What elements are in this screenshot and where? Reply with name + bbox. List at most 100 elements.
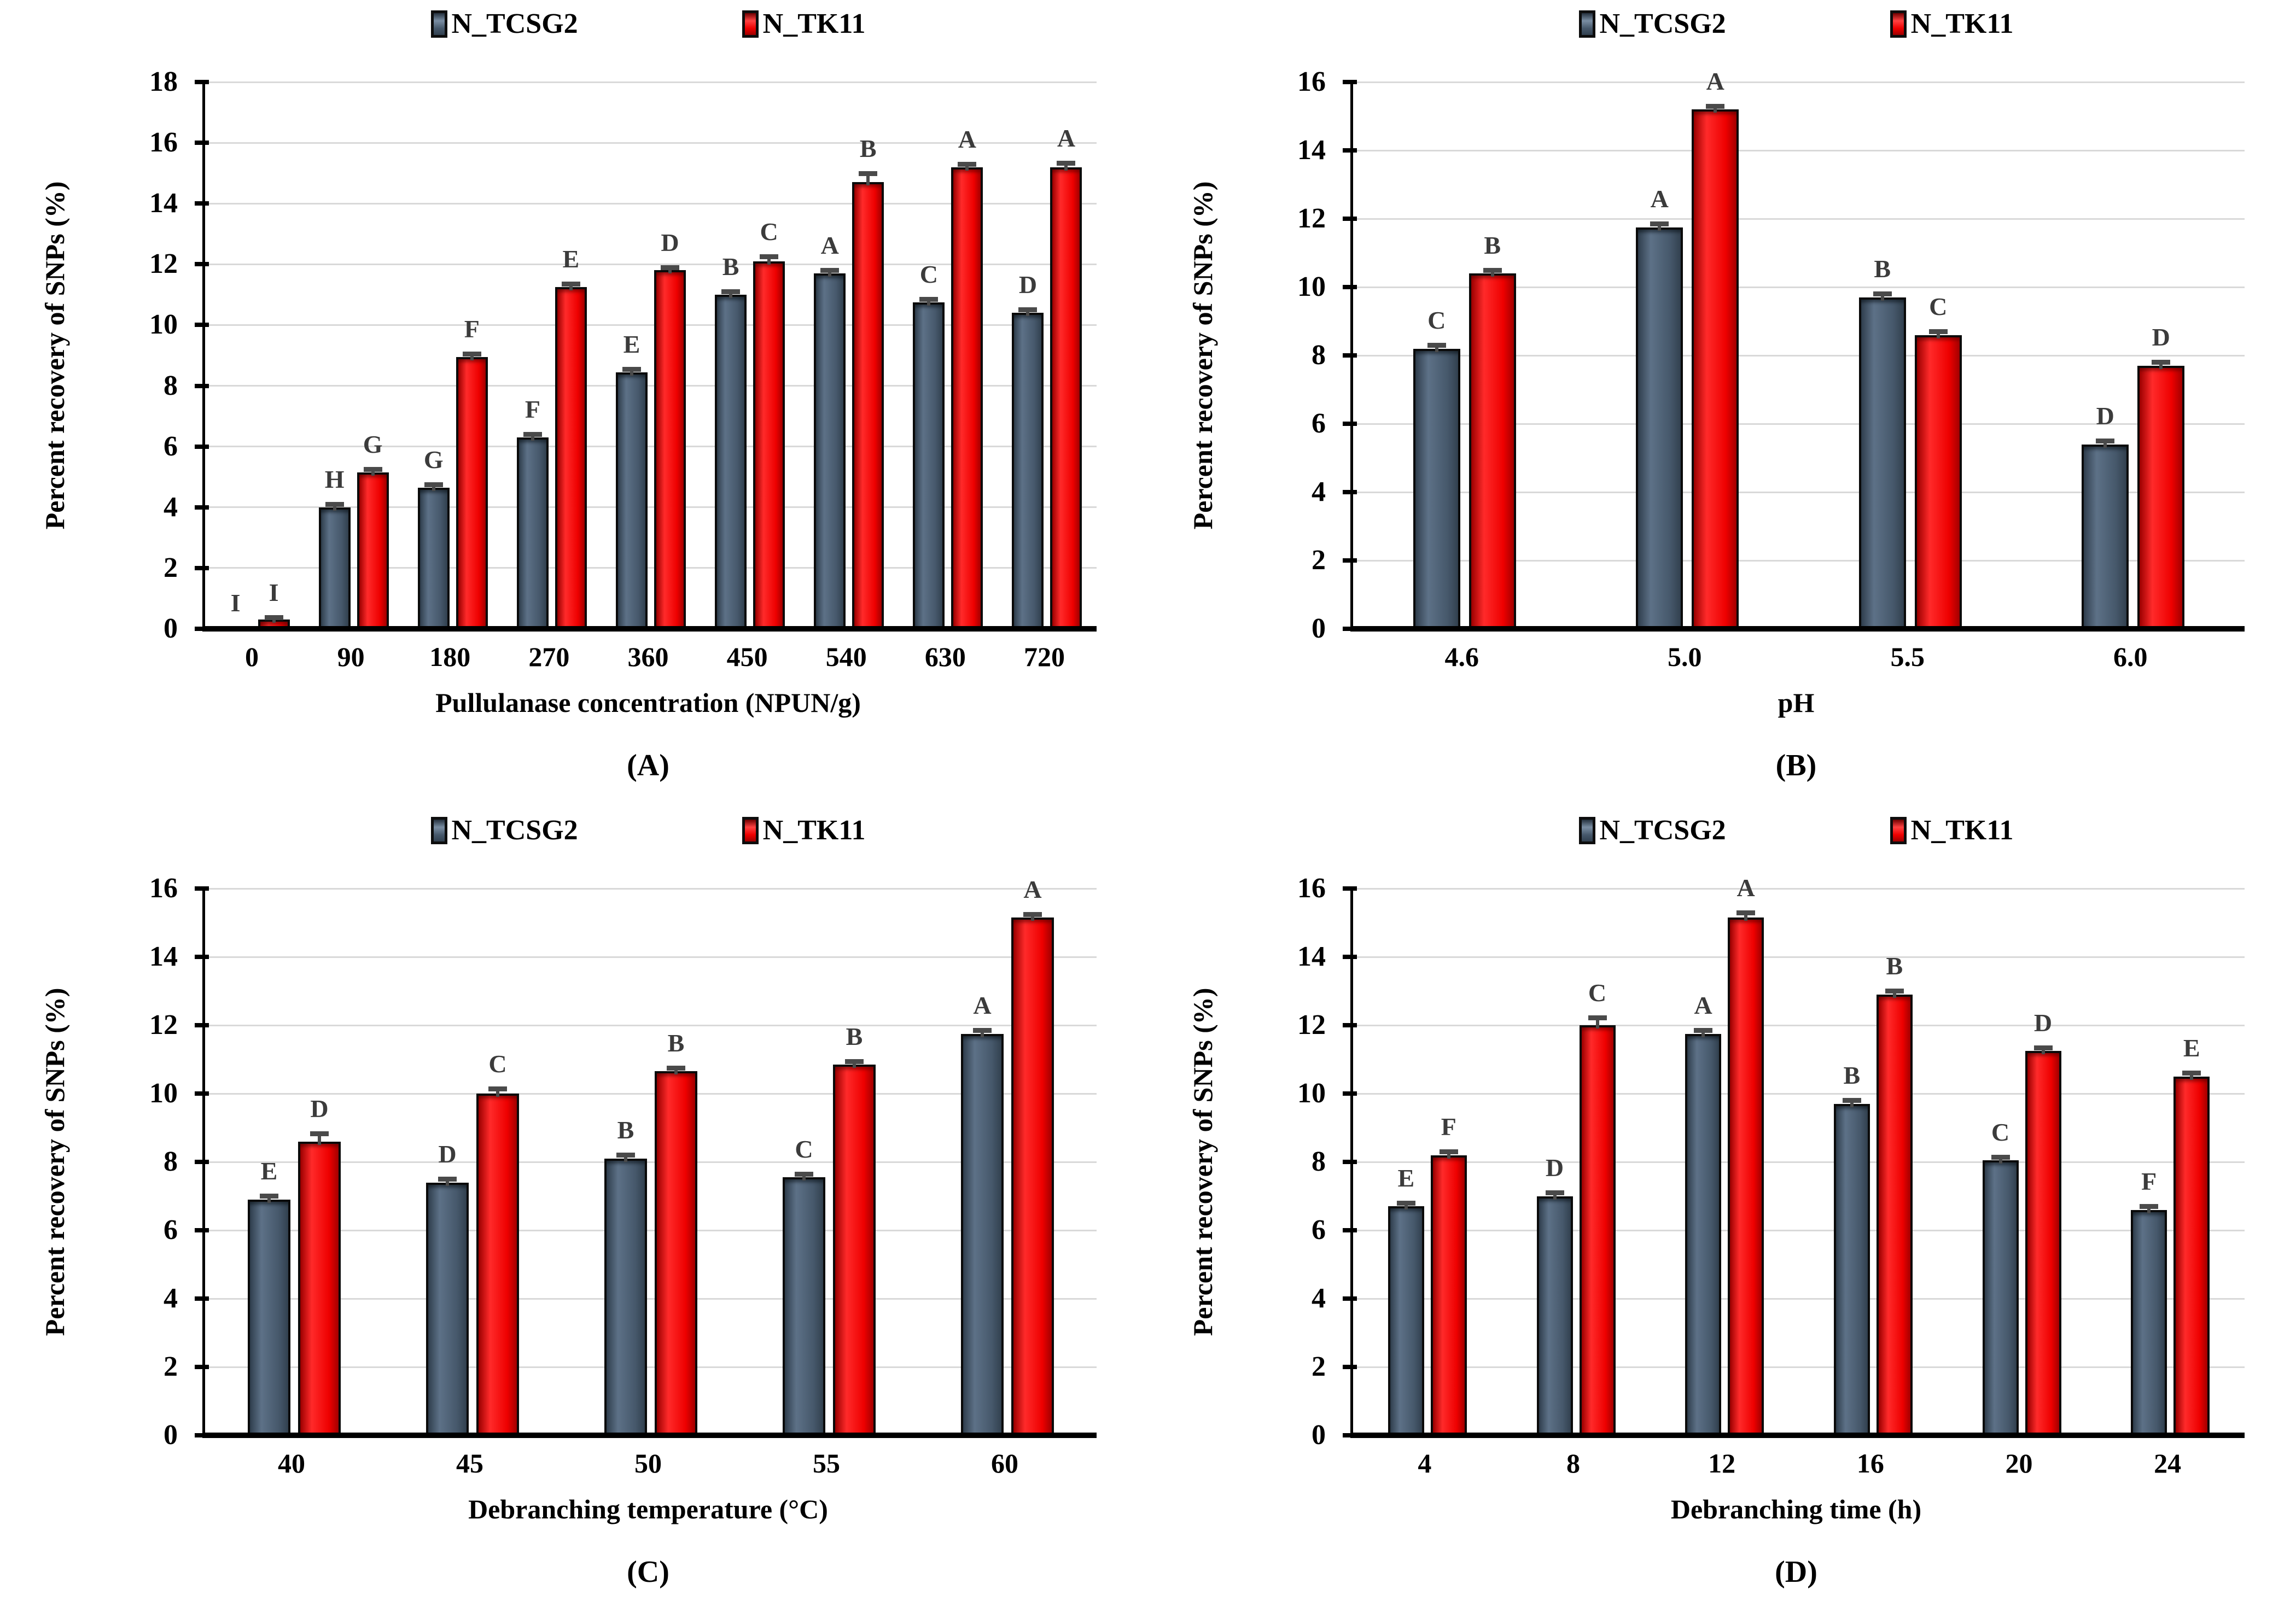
gridline — [205, 385, 1097, 387]
significance-letter: D — [1018, 271, 1038, 299]
significance-letter: F — [464, 314, 480, 343]
error-bar-cap — [1694, 1028, 1713, 1033]
gridline — [1353, 491, 2245, 493]
bar-N_TK11-4.6 — [1468, 273, 1516, 629]
bar-N_TK11-55 — [833, 1064, 876, 1435]
bar-N_TCSG2-90 — [318, 507, 351, 629]
y-tick-label: 16 — [1297, 873, 1326, 904]
error-bar — [919, 296, 939, 306]
y-tick-label: 4 — [1312, 1283, 1326, 1314]
significance-letter: B — [859, 135, 877, 163]
panel-caption-B: (B) — [1775, 749, 1817, 782]
x-tick-label: 8 — [1566, 1448, 1580, 1478]
y-tick-mark — [195, 1365, 209, 1369]
bar-N_TCSG2-360 — [616, 372, 648, 629]
significance-letter: C — [919, 260, 938, 288]
significance-letter: A — [1057, 124, 1076, 152]
x-axis-line — [202, 1433, 1097, 1438]
x-axis-line — [202, 626, 1097, 632]
bar-N_TK11-20 — [2025, 1050, 2061, 1435]
significance-letter: D — [438, 1140, 457, 1168]
significance-letter: B — [846, 1022, 863, 1050]
y-tick-label: 12 — [149, 1009, 178, 1041]
error-bar — [667, 1066, 685, 1075]
significance-letter: B — [667, 1029, 685, 1057]
error-bar-cap — [1483, 267, 1502, 273]
y-tick-mark — [195, 444, 209, 449]
error-bar-cap — [1991, 1154, 2010, 1160]
bar-N_TCSG2-270 — [516, 437, 549, 629]
bar-N_TCSG2-630 — [913, 302, 945, 629]
y-tick-label: 10 — [1297, 1078, 1326, 1109]
bar-N_TK11-270 — [555, 287, 587, 629]
x-axis-line — [1350, 1433, 2245, 1438]
error-bar-cap — [1588, 1015, 1607, 1020]
x-tick-label: 12 — [1708, 1448, 1736, 1478]
error-bar — [1439, 1149, 1458, 1159]
y-tick-mark — [195, 1296, 209, 1301]
legend-label: N_TCSG2 — [451, 815, 578, 846]
error-bar — [958, 161, 977, 171]
gridline — [205, 1024, 1097, 1026]
error-bar-cap — [523, 432, 542, 437]
bar-N_TK11-450 — [753, 261, 785, 629]
y-tick-label: 0 — [164, 613, 178, 644]
bar-N_TK11-12 — [1728, 917, 1764, 1435]
x-axis-title: Debranching temperature (°C) — [468, 1494, 828, 1524]
error-bar — [2096, 439, 2115, 448]
bar-N_TCSG2-45 — [426, 1182, 469, 1435]
legend-label: N_TCSG2 — [1599, 815, 1726, 846]
gridline — [1353, 423, 2245, 425]
significance-letter: D — [2033, 1008, 2053, 1037]
error-bar-cap — [1439, 1149, 1458, 1155]
error-bar-cap — [264, 615, 283, 620]
y-tick-mark — [1343, 285, 1357, 289]
y-tick-label: 18 — [149, 66, 178, 97]
error-bar — [1650, 221, 1669, 231]
y-tick-mark — [195, 505, 209, 510]
error-bar — [1736, 910, 1756, 921]
y-tick-mark — [195, 1228, 209, 1232]
panel-caption-A: (A) — [627, 749, 669, 782]
legend-label: N_TK11 — [1910, 815, 2014, 846]
error-bar — [616, 1153, 635, 1162]
y-tick-mark — [195, 201, 209, 206]
y-tick-mark — [195, 1160, 209, 1164]
x-tick-label: 40 — [278, 1448, 305, 1478]
x-tick-label: 720 — [1023, 641, 1065, 672]
significance-letter: F — [1441, 1113, 1456, 1141]
error-bar — [1885, 989, 1904, 998]
y-tick-mark — [1343, 558, 1357, 563]
x-axis-line — [1350, 626, 2245, 632]
bar-N_TK11-720 — [1050, 167, 1082, 629]
significance-letter: C — [1588, 978, 1607, 1007]
panel-caption-D: (D) — [1775, 1555, 1817, 1589]
error-bar — [1588, 1015, 1607, 1028]
gridline — [205, 202, 1097, 204]
x-tick-label: 60 — [991, 1448, 1018, 1478]
significance-letter: G — [423, 445, 444, 474]
error-bar — [1057, 161, 1076, 171]
significance-letter: E — [260, 1157, 278, 1185]
gridline — [1353, 1161, 2245, 1163]
error-bar-cap — [616, 1153, 635, 1158]
legend-item-N_TK11: N_TK11 — [742, 814, 865, 846]
y-tick-mark — [1343, 1365, 1357, 1369]
error-bar-cap — [2140, 1204, 2159, 1209]
significance-letter: D — [1545, 1154, 1564, 1182]
bar-N_TK11-60 — [1011, 917, 1054, 1435]
y-tick-mark — [195, 1433, 209, 1437]
error-bar — [561, 282, 580, 290]
x-axis-title: Debranching time (h) — [1670, 1494, 1922, 1524]
x-tick-label: 50 — [634, 1448, 662, 1478]
panel-caption-C: (C) — [627, 1555, 669, 1589]
y-tick-label: 12 — [1297, 203, 1326, 234]
error-bar-stem — [866, 171, 870, 186]
y-tick-label: 10 — [149, 1078, 178, 1109]
gridline — [205, 81, 1097, 83]
x-tick-label: 360 — [627, 641, 669, 672]
significance-letter: C — [488, 1049, 507, 1078]
significance-letter: A — [958, 125, 976, 153]
bar-N_TCSG2-24 — [2131, 1209, 2167, 1435]
